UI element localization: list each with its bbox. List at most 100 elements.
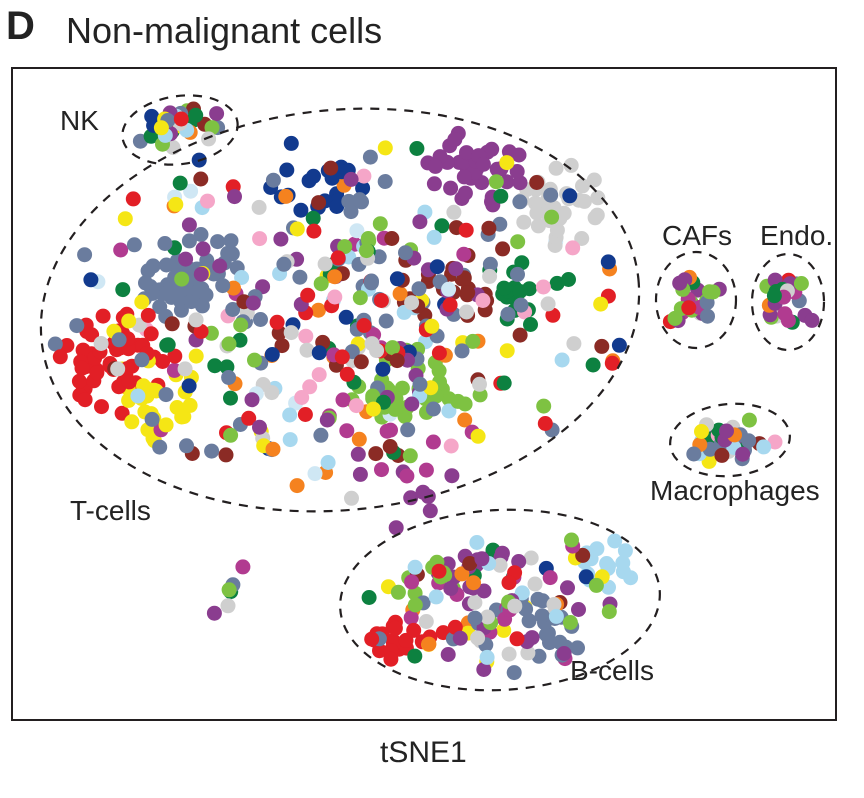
scatter-point	[294, 390, 309, 405]
scatter-point	[266, 173, 281, 188]
scatter-point	[587, 173, 602, 188]
scatter-point	[368, 446, 383, 461]
scatter-point	[543, 188, 558, 203]
scatter-point	[451, 394, 466, 409]
scatter-point	[588, 210, 603, 225]
scatter-point	[404, 610, 419, 625]
scatter-point	[221, 598, 236, 613]
scatter-point	[458, 186, 473, 201]
scatter-point	[427, 230, 442, 245]
scatter-point	[200, 194, 215, 209]
scatter-point	[612, 338, 627, 353]
scatter-point	[404, 574, 419, 589]
scatter-point	[514, 298, 529, 313]
scatter-point	[549, 161, 564, 176]
scatter-point	[423, 503, 438, 518]
scatter-point	[284, 136, 299, 151]
scatter-point	[501, 307, 516, 322]
scatter-point	[353, 467, 368, 482]
scatter-point	[468, 611, 483, 626]
scatter-point	[384, 231, 399, 246]
scatter-point	[134, 295, 149, 310]
scatter-point	[529, 206, 544, 221]
scatter-point	[475, 293, 490, 308]
scatter-point	[500, 343, 515, 358]
scatter-point	[379, 314, 394, 329]
scatter-point	[223, 391, 238, 406]
scatter-point	[594, 339, 609, 354]
scatter-point	[470, 631, 485, 646]
scatter-point	[174, 272, 189, 287]
endo-label: Endo.	[760, 220, 833, 251]
scatter-point	[215, 278, 230, 293]
scatter-point	[426, 402, 441, 417]
scatter-point	[183, 398, 198, 413]
scatter-point	[499, 155, 514, 170]
scatter-point	[482, 269, 497, 284]
scatter-point	[53, 349, 68, 364]
scatter-point	[344, 172, 359, 187]
scatter-point	[199, 287, 214, 302]
scatter-point	[407, 649, 422, 664]
scatter-point	[507, 665, 522, 680]
scatter-point	[623, 570, 638, 585]
scatter-point	[383, 652, 398, 667]
scatter-point	[222, 336, 237, 351]
scatter-point	[601, 254, 616, 269]
scatter-point	[300, 288, 315, 303]
scatter-point	[481, 221, 496, 236]
scatter-point	[560, 580, 575, 595]
scatter-point	[455, 343, 470, 358]
scatter-point	[283, 432, 298, 447]
scatter-point	[118, 211, 133, 226]
scatter-point	[480, 650, 495, 665]
scatter-point	[165, 316, 180, 331]
scatter-point	[363, 150, 378, 165]
scatter-point	[476, 157, 491, 172]
x-axis-label: tSNE1	[380, 736, 467, 770]
scatter-point	[245, 392, 260, 407]
scatter-point	[672, 276, 687, 291]
scatter-point	[408, 560, 423, 575]
scatter-point	[308, 466, 323, 481]
scatter-point	[306, 211, 321, 226]
scatter-point	[351, 447, 366, 462]
scatter-point	[374, 462, 389, 477]
scatter-point	[446, 205, 461, 220]
nk-label: NK	[60, 105, 99, 136]
scatter-point	[409, 141, 424, 156]
scatter-point	[152, 440, 167, 455]
scatter-point	[419, 463, 434, 478]
scatter-point	[404, 397, 419, 412]
scatter-point	[805, 313, 820, 328]
scatter-point	[189, 312, 204, 327]
scatter-point	[173, 176, 188, 191]
scatter-point	[327, 269, 342, 284]
scatter-point	[366, 402, 381, 417]
scatter-point	[502, 647, 517, 662]
scatter-point	[441, 647, 456, 662]
scatter-point	[389, 520, 404, 535]
scatter-point	[113, 243, 128, 258]
scatter-point	[426, 435, 441, 450]
scatter-point	[469, 535, 484, 550]
scatter-point	[544, 210, 559, 225]
scatter-point	[273, 232, 288, 247]
scatter-point	[83, 272, 98, 287]
scatter-point	[429, 589, 444, 604]
scatter-point	[443, 181, 458, 196]
scatter-point	[510, 631, 525, 646]
scatter-point	[448, 261, 463, 276]
scatter-point	[204, 444, 219, 459]
scatter-point	[127, 237, 142, 252]
scatter-point	[570, 640, 585, 655]
scatter-point	[188, 108, 203, 123]
scatter-point	[279, 163, 294, 178]
scatter-point	[735, 447, 750, 462]
scatter-point	[89, 365, 104, 380]
scatter-point	[536, 399, 551, 414]
scatter-point	[154, 120, 169, 135]
scatter-point	[178, 361, 193, 376]
scatter-point	[668, 311, 683, 326]
scatter-point	[124, 414, 139, 429]
